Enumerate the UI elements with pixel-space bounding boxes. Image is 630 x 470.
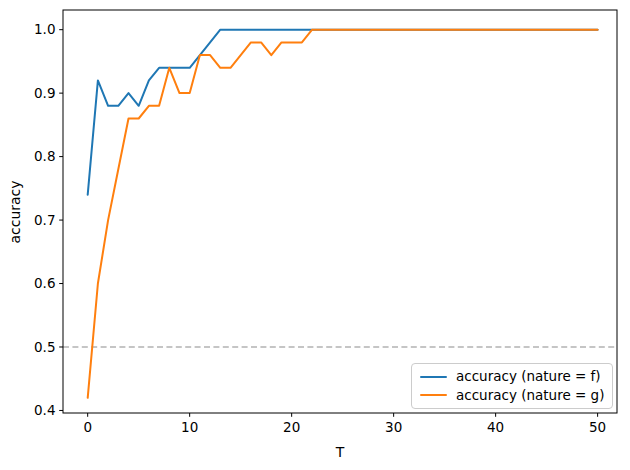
y-axis-label: accuracy bbox=[7, 180, 23, 243]
x-tick-label: 10 bbox=[181, 419, 198, 435]
x-tick-label: 20 bbox=[283, 419, 300, 435]
y-tick-label: 0.7 bbox=[34, 212, 55, 228]
x-tick-label: 50 bbox=[589, 419, 606, 435]
legend-line-sample-f bbox=[420, 376, 447, 379]
legend: accuracy (nature = f) accuracy (nature =… bbox=[411, 363, 613, 409]
x-tick-label: 30 bbox=[385, 419, 402, 435]
series-line-f bbox=[88, 30, 598, 195]
y-tick-label: 0.9 bbox=[34, 85, 55, 101]
y-tick-label: 0.6 bbox=[34, 275, 55, 291]
legend-label-f: accuracy (nature = f) bbox=[456, 369, 601, 384]
y-tick-label: 0.8 bbox=[34, 148, 55, 164]
y-tick-label: 0.4 bbox=[34, 402, 55, 418]
y-tick-label: 1.0 bbox=[34, 21, 55, 37]
figure: 0 10 20 30 40 50 0.4 0.5 0.6 0.7 0.8 0.9 1.0 T accur… bbox=[0, 0, 630, 470]
x-axis-label: T bbox=[336, 444, 345, 460]
x-tick-label: 0 bbox=[83, 419, 92, 435]
legend-item-f: accuracy (nature = f) bbox=[420, 369, 604, 384]
legend-line-sample-g bbox=[420, 394, 447, 397]
legend-label-g: accuracy (nature = g) bbox=[456, 388, 604, 403]
x-tick-label: 40 bbox=[487, 419, 504, 435]
y-tick-label: 0.5 bbox=[34, 339, 55, 355]
legend-item-g: accuracy (nature = g) bbox=[420, 388, 604, 403]
plot-frame bbox=[63, 10, 617, 413]
series-line-g bbox=[88, 30, 598, 398]
series-lines bbox=[88, 30, 598, 398]
